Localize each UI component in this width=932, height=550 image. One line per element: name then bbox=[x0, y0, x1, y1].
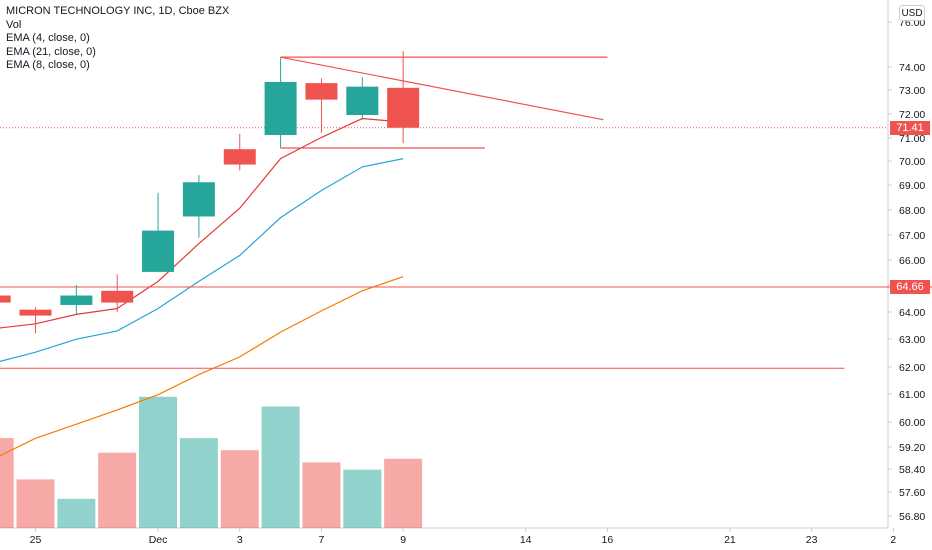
volume-bar bbox=[57, 498, 96, 528]
x-tick-label: 2 bbox=[890, 534, 896, 546]
volume-bar bbox=[384, 458, 423, 528]
legend-ema-8[interactable]: EMA (8, close, 0) bbox=[6, 59, 90, 71]
candle-body bbox=[182, 182, 215, 217]
candle-body bbox=[223, 149, 256, 165]
currency-button[interactable]: USD bbox=[899, 5, 925, 21]
legend-vol[interactable]: Vol bbox=[6, 18, 22, 31]
ema-4-line bbox=[0, 117, 404, 329]
x-tick-label: 23 bbox=[806, 534, 818, 546]
y-tick-label: 57.60 bbox=[899, 487, 925, 499]
candle-body bbox=[101, 290, 134, 303]
x-tick-label: 16 bbox=[602, 534, 614, 546]
y-tick-label: 64.00 bbox=[899, 307, 925, 319]
ema-8-line bbox=[0, 158, 404, 363]
y-tick-label: 62.00 bbox=[899, 362, 925, 374]
candle-body bbox=[387, 87, 420, 128]
candle-body bbox=[305, 83, 338, 100]
x-tick-label: 14 bbox=[520, 534, 532, 546]
y-tick-label: 58.40 bbox=[899, 464, 925, 476]
last-price-tag: 71.41 bbox=[890, 120, 930, 135]
volume-bar bbox=[16, 479, 55, 528]
y-tick-label: 73.00 bbox=[899, 85, 925, 97]
y-tick-label: 66.00 bbox=[899, 255, 925, 267]
y-tick-label: 59.20 bbox=[899, 442, 925, 454]
y-tick-label: 63.00 bbox=[899, 334, 925, 346]
y-tick-label: 67.00 bbox=[899, 230, 925, 242]
trendline-segment bbox=[280, 56, 604, 121]
volume-bar bbox=[98, 452, 137, 528]
y-tick-label: 61.00 bbox=[899, 389, 925, 401]
chart-legend: MICRON TECHNOLOGY INC, 1D, Cboe BZX Vol … bbox=[6, 5, 229, 73]
legend-ema-4[interactable]: EMA (4, close, 0) bbox=[6, 32, 90, 44]
volume-bar bbox=[302, 462, 341, 528]
volume-bar bbox=[139, 396, 178, 528]
legend-ema-21[interactable]: EMA (21, close, 0) bbox=[6, 45, 96, 58]
level-price-tag: 64.66 bbox=[890, 280, 930, 295]
ema-21-line bbox=[0, 276, 404, 457]
x-tick-label: 3 bbox=[237, 534, 243, 546]
y-tick-label: 72.00 bbox=[899, 109, 925, 121]
y-tick-label: 70.00 bbox=[899, 156, 925, 168]
candle-body bbox=[142, 230, 175, 272]
y-tick-label: 60.00 bbox=[899, 417, 925, 429]
y-tick-label: 68.00 bbox=[899, 205, 925, 217]
volume-bar bbox=[0, 438, 14, 528]
candle-body bbox=[60, 295, 93, 305]
candle-body bbox=[264, 81, 297, 136]
x-tick-label: 9 bbox=[400, 534, 406, 546]
x-tick-label: 21 bbox=[724, 534, 736, 546]
volume-bar bbox=[179, 438, 218, 528]
candle-body bbox=[19, 309, 52, 316]
volume-bar bbox=[343, 469, 382, 528]
y-tick-label: 74.00 bbox=[899, 62, 925, 74]
x-tick-label: 7 bbox=[319, 534, 325, 546]
y-tick-label: 56.80 bbox=[899, 511, 925, 523]
candle-body bbox=[0, 295, 11, 303]
volume-bar bbox=[220, 450, 259, 528]
candle-body bbox=[346, 86, 379, 115]
y-tick-label: 71.00 bbox=[899, 133, 925, 145]
x-tick-label: Dec bbox=[149, 534, 168, 546]
x-tick-label: 25 bbox=[30, 534, 42, 546]
volume-bar bbox=[261, 406, 300, 528]
y-tick-label: 69.00 bbox=[899, 180, 925, 192]
symbol-title[interactable]: MICRON TECHNOLOGY INC, 1D, Cboe BZX bbox=[6, 5, 230, 17]
